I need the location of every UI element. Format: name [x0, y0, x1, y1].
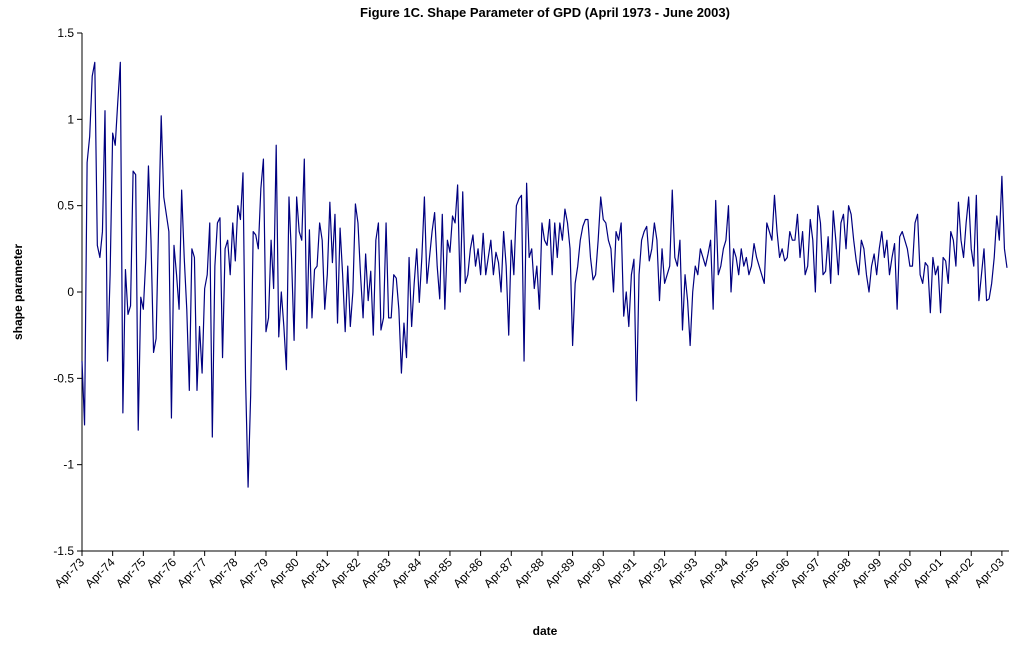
- data-line: [81, 61, 1008, 488]
- x-tick-label: Apr-79: [236, 555, 272, 591]
- x-tick-label: Apr-86: [450, 555, 486, 591]
- x-tick-label: Apr-91: [604, 555, 640, 591]
- x-tick-label: Apr-77: [174, 555, 210, 591]
- x-tick-label: Apr-76: [144, 555, 180, 591]
- x-tick-label: Apr-81: [297, 555, 333, 591]
- x-tick-label: Apr-74: [82, 555, 118, 591]
- x-tick-label: Apr-94: [696, 555, 732, 591]
- y-tick-label: 1: [67, 112, 74, 126]
- x-tick-label: Apr-92: [634, 555, 670, 591]
- x-tick-label: Apr-02: [941, 555, 977, 591]
- x-tick-label: Apr-93: [665, 555, 701, 591]
- y-tick-label: -1.5: [53, 544, 74, 558]
- x-tick-label: Apr-98: [818, 555, 854, 591]
- x-tick-label: Apr-96: [757, 555, 793, 591]
- x-axis-title: date: [533, 624, 558, 638]
- x-tick-label: Apr-95: [726, 555, 762, 591]
- y-tick-label: -1: [63, 458, 74, 472]
- x-tick-label: Apr-99: [849, 555, 885, 591]
- x-tick-label: Apr-84: [389, 555, 425, 591]
- x-tick-label: Apr-85: [420, 555, 456, 591]
- x-tick-label: Apr-80: [266, 555, 302, 591]
- y-axis-title: shape parameter: [11, 244, 25, 340]
- x-tick-label: Apr-90: [573, 555, 609, 591]
- x-tick-label: Apr-82: [328, 555, 364, 591]
- x-tick-label: Apr-00: [880, 555, 916, 591]
- y-tick-label: 0.5: [57, 199, 74, 213]
- x-tick-label: Apr-75: [113, 555, 149, 591]
- x-tick-label: Apr-73: [52, 555, 88, 591]
- x-tick-label: Apr-03: [972, 555, 1008, 591]
- x-tick-label: Apr-83: [358, 555, 394, 591]
- x-tick-label: Apr-01: [910, 555, 946, 591]
- x-tick-label: Apr-87: [481, 555, 517, 591]
- x-tick-label: Apr-78: [205, 555, 241, 591]
- y-tick-label: 0: [67, 285, 74, 299]
- y-tick-label: 1.5: [57, 26, 74, 40]
- chart-title: Figure 1C. Shape Parameter of GPD (April…: [360, 5, 730, 20]
- x-tick-label: Apr-89: [542, 555, 578, 591]
- x-tick-label: Apr-88: [512, 555, 548, 591]
- x-tick-label: Apr-97: [788, 555, 824, 591]
- y-tick-label: -0.5: [53, 371, 74, 385]
